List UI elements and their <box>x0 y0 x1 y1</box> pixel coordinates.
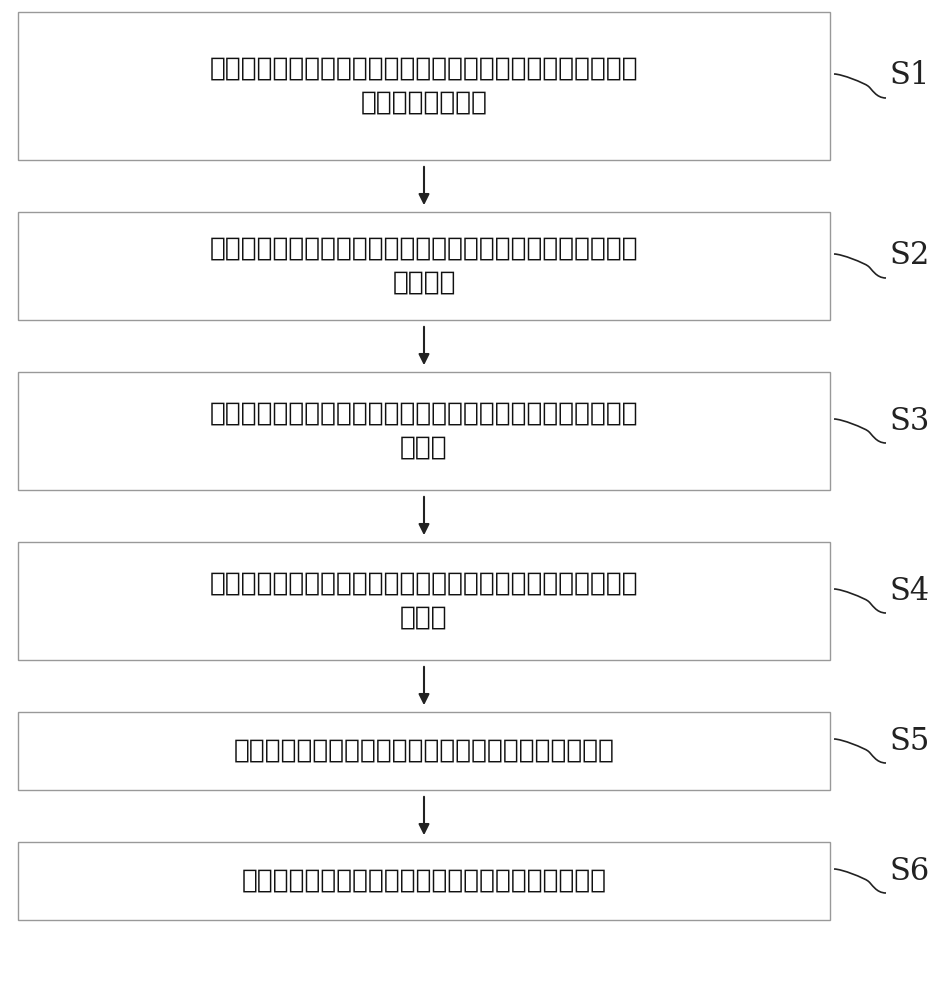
Text: 提供一第一掺杂类型的衬底，所述第一掺杂类型的衬底包括第
一表面及第二表面: 提供一第一掺杂类型的衬底，所述第一掺杂类型的衬底包括第 一表面及第二表面 <box>210 56 638 116</box>
Bar <box>18 212 830 320</box>
Text: 在所述第一掺杂类型的第一外延层的表面形成第二掺杂类型的
外延层: 在所述第一掺杂类型的第一外延层的表面形成第二掺杂类型的 外延层 <box>210 401 638 461</box>
Text: 在所述第一掺杂类型的衬底的第二表面形成第二电极: 在所述第一掺杂类型的衬底的第二表面形成第二电极 <box>241 868 606 894</box>
Text: S2: S2 <box>890 240 930 271</box>
Text: S1: S1 <box>890 60 930 92</box>
Text: S5: S5 <box>890 726 930 756</box>
Bar <box>18 712 830 790</box>
Text: 在所述第一掺杂类型的第二外延层的表面形成第一电极: 在所述第一掺杂类型的第二外延层的表面形成第一电极 <box>234 738 615 764</box>
Text: S4: S4 <box>890 576 930 606</box>
Text: S6: S6 <box>890 856 930 886</box>
Bar <box>18 372 830 490</box>
Bar <box>18 542 830 660</box>
Bar <box>18 12 830 160</box>
Bar <box>18 842 830 920</box>
Text: 在所述第一掺杂类型的衬底的第一表面形成第一掺杂类型的第
一外延层: 在所述第一掺杂类型的衬底的第一表面形成第一掺杂类型的第 一外延层 <box>210 236 638 296</box>
Text: S3: S3 <box>890 406 930 436</box>
Text: 在所述第二掺杂类型的外延层的表面形成第一掺杂类型的第二
外延层: 在所述第二掺杂类型的外延层的表面形成第一掺杂类型的第二 外延层 <box>210 571 638 631</box>
